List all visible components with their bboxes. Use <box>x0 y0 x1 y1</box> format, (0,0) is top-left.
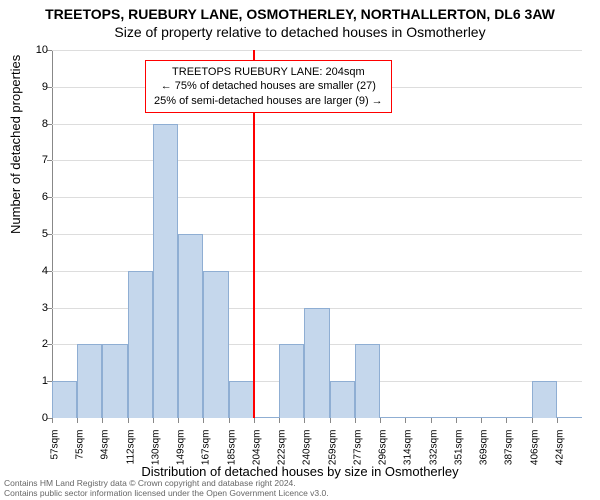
x-tick-label: 277sqm <box>352 430 363 480</box>
x-tick-label: 185sqm <box>226 430 237 480</box>
histogram-bar <box>279 344 304 418</box>
x-tick-label: 369sqm <box>479 430 490 480</box>
histogram-bar <box>557 417 582 418</box>
histogram-bar <box>481 417 506 418</box>
x-tick-label: 314sqm <box>403 430 414 480</box>
x-tick <box>304 418 305 423</box>
histogram-bar <box>304 308 329 418</box>
y-tick-label: 7 <box>8 154 48 166</box>
histogram-bar <box>506 417 531 418</box>
chart-title-address: TREETOPS, RUEBURY LANE, OSMOTHERLEY, NOR… <box>0 6 600 22</box>
x-tick-label: 130sqm <box>150 430 161 480</box>
chart-subtitle: Size of property relative to detached ho… <box>0 24 600 40</box>
x-tick <box>254 418 255 423</box>
x-tick <box>203 418 204 423</box>
y-tick-label: 2 <box>8 338 48 350</box>
x-tick-label: 57sqm <box>50 430 61 480</box>
histogram-bar <box>380 417 405 418</box>
x-tick <box>557 418 558 423</box>
annotation-line3: 25% of semi-detached houses are larger (… <box>154 94 383 108</box>
x-tick-label: 94sqm <box>100 430 111 480</box>
histogram-bar <box>128 271 153 418</box>
y-tick-label: 10 <box>8 44 48 56</box>
histogram-bar <box>330 381 355 418</box>
histogram-bar <box>77 344 102 418</box>
x-tick <box>77 418 78 423</box>
annotation-line1: TREETOPS RUEBURY LANE: 204sqm <box>154 65 383 79</box>
x-tick <box>405 418 406 423</box>
gridline <box>52 124 582 125</box>
x-tick <box>431 418 432 423</box>
x-tick-label: 387sqm <box>504 430 515 480</box>
x-tick <box>153 418 154 423</box>
annotation-box: TREETOPS RUEBURY LANE: 204sqm ← 75% of d… <box>145 60 392 113</box>
histogram-bar <box>405 417 430 418</box>
x-tick-label: 259sqm <box>327 430 338 480</box>
histogram-bar <box>532 381 557 418</box>
x-tick <box>355 418 356 423</box>
x-tick-label: 240sqm <box>302 430 313 480</box>
x-tick <box>456 418 457 423</box>
y-tick-label: 5 <box>8 228 48 240</box>
y-tick-label: 0 <box>8 412 48 424</box>
x-tick-label: 296sqm <box>378 430 389 480</box>
y-tick-label: 1 <box>8 375 48 387</box>
y-tick-label: 6 <box>8 191 48 203</box>
x-tick <box>330 418 331 423</box>
histogram-bar <box>52 381 77 418</box>
gridline <box>52 50 582 51</box>
footer-attribution: Contains HM Land Registry data © Crown c… <box>4 478 329 498</box>
histogram-bar <box>431 417 456 418</box>
x-tick <box>178 418 179 423</box>
annotation-line2: ← 75% of detached houses are smaller (27… <box>154 79 383 93</box>
y-tick-label: 9 <box>8 81 48 93</box>
x-tick-label: 167sqm <box>201 430 212 480</box>
x-tick <box>532 418 533 423</box>
histogram-bar <box>456 417 481 418</box>
x-tick-label: 222sqm <box>277 430 288 480</box>
x-tick-label: 112sqm <box>125 430 136 480</box>
histogram-bar <box>178 234 203 418</box>
x-tick-label: 75sqm <box>75 430 86 480</box>
histogram-bar <box>203 271 228 418</box>
gridline <box>52 160 582 161</box>
x-tick <box>229 418 230 423</box>
y-tick-label: 3 <box>8 302 48 314</box>
x-tick-label: 406sqm <box>529 430 540 480</box>
x-tick-label: 424sqm <box>554 430 565 480</box>
x-tick-label: 204sqm <box>251 430 262 480</box>
histogram-bar <box>229 381 254 418</box>
histogram-bar <box>355 344 380 418</box>
x-tick <box>506 418 507 423</box>
y-tick-label: 8 <box>8 118 48 130</box>
x-tick-label: 332sqm <box>428 430 439 480</box>
x-tick <box>380 418 381 423</box>
x-tick <box>481 418 482 423</box>
gridline <box>52 197 582 198</box>
x-tick <box>102 418 103 423</box>
x-tick <box>52 418 53 423</box>
footer-line2: Contains public sector information licen… <box>4 488 329 498</box>
x-tick <box>128 418 129 423</box>
histogram-bar <box>102 344 127 418</box>
x-tick <box>279 418 280 423</box>
x-tick-label: 351sqm <box>453 430 464 480</box>
chart-container: TREETOPS, RUEBURY LANE, OSMOTHERLEY, NOR… <box>0 0 600 500</box>
gridline <box>52 234 582 235</box>
y-tick-label: 4 <box>8 265 48 277</box>
histogram-bar <box>254 417 279 418</box>
x-tick-label: 149sqm <box>176 430 187 480</box>
histogram-bar <box>153 124 178 418</box>
